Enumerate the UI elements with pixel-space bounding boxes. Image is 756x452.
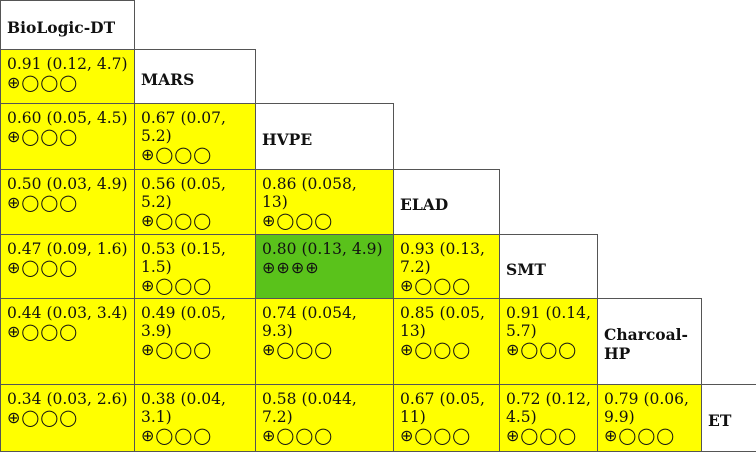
effect-estimate: 0.74 (0.054, 9.3) <box>262 304 357 340</box>
comparison-cell: 0.60 (0.05, 4.5) ⊕◯◯◯ <box>0 103 135 170</box>
effect-estimate: 0.79 (0.06, 9.9) <box>604 390 689 426</box>
effect-estimate: 0.44 (0.03, 3.4) <box>7 304 128 322</box>
comparison-cell: 0.91 (0.12, 4.7) ⊕◯◯◯ <box>0 49 135 104</box>
comparison-cell: 0.74 (0.054, 9.3) ⊕◯◯◯ <box>255 298 394 385</box>
effect-estimate: 0.86 (0.058, 13) <box>262 175 357 211</box>
comparison-cell: 0.53 (0.15, 1.5) ⊕◯◯◯ <box>134 234 256 299</box>
certainty-rating: ⊕◯◯◯ <box>262 211 334 230</box>
comparison-cell: 0.49 (0.05, 3.9) ⊕◯◯◯ <box>134 298 256 385</box>
comparison-cell: 0.56 (0.05, 5.2) ⊕◯◯◯ <box>134 169 256 235</box>
effect-estimate: 0.49 (0.05, 3.9) <box>141 304 226 340</box>
certainty-rating: ⊕◯◯◯ <box>141 426 213 445</box>
certainty-rating: ⊕◯◯◯ <box>262 426 334 445</box>
treatment-label: ELAD <box>400 195 449 214</box>
effect-estimate: 0.67 (0.05, 11) <box>400 390 485 426</box>
certainty-rating: ⊕◯◯◯ <box>7 193 79 212</box>
treatment-cell: Charcoal-HP <box>597 298 702 385</box>
treatment-label: Charcoal-HP <box>604 325 688 363</box>
certainty-rating: ⊕◯◯◯ <box>141 211 213 230</box>
certainty-rating: ⊕◯◯◯ <box>7 73 79 92</box>
comparison-cell: 0.79 (0.06, 9.9) ⊕◯◯◯ <box>597 384 702 452</box>
effect-estimate: 0.53 (0.15, 1.5) <box>141 240 226 276</box>
comparison-cell: 0.86 (0.058, 13) ⊕◯◯◯ <box>255 169 394 235</box>
certainty-rating: ⊕◯◯◯ <box>141 145 213 164</box>
effect-estimate: 0.50 (0.03, 4.9) <box>7 175 128 193</box>
certainty-rating: ⊕◯◯◯ <box>7 322 79 341</box>
comparison-cell: 0.91 (0.14, 5.7) ⊕◯◯◯ <box>499 298 598 385</box>
certainty-rating: ⊕◯◯◯ <box>7 258 79 277</box>
treatment-label: HVPE <box>262 129 313 149</box>
certainty-rating: ⊕◯◯◯ <box>7 127 79 146</box>
treatment-cell: BioLogic-DT <box>0 0 135 50</box>
treatment-cell: SMT <box>499 234 598 299</box>
comparison-cell: 0.85 (0.05, 13) ⊕◯◯◯ <box>393 298 500 385</box>
treatment-cell: HVPE <box>255 103 394 170</box>
comparison-cell: 0.50 (0.03, 4.9) ⊕◯◯◯ <box>0 169 135 235</box>
treatment-label: SMT <box>506 259 546 279</box>
certainty-rating: ⊕◯◯◯ <box>506 340 578 359</box>
effect-estimate: 0.58 (0.044, 7.2) <box>262 390 357 426</box>
effect-estimate: 0.38 (0.04, 3.1) <box>141 390 226 426</box>
certainty-rating: ⊕◯◯◯ <box>604 426 676 445</box>
certainty-rating: ⊕◯◯◯ <box>141 340 213 359</box>
comparison-cell: 0.93 (0.13, 7.2) ⊕◯◯◯ <box>393 234 500 299</box>
comparison-cell: 0.38 (0.04, 3.1) ⊕◯◯◯ <box>134 384 256 452</box>
effect-estimate: 0.85 (0.05, 13) <box>400 304 485 340</box>
comparison-cell: 0.34 (0.03, 2.6) ⊕◯◯◯ <box>0 384 135 452</box>
effect-estimate: 0.67 (0.07, 5.2) <box>141 109 226 145</box>
treatment-cell: MARS <box>134 49 256 104</box>
certainty-rating: ⊕◯◯◯ <box>506 426 578 445</box>
certainty-rating: ⊕◯◯◯ <box>262 340 334 359</box>
certainty-rating: ⊕◯◯◯ <box>7 408 79 427</box>
effect-estimate: 0.56 (0.05, 5.2) <box>141 175 226 211</box>
effect-estimate: 0.91 (0.14, 5.7) <box>506 304 591 340</box>
comparison-cell: 0.44 (0.03, 3.4) ⊕◯◯◯ <box>0 298 135 385</box>
treatment-cell: ELAD <box>393 169 500 235</box>
treatment-cell: ET <box>701 384 756 452</box>
treatment-label: MARS <box>141 69 195 89</box>
effect-estimate: 0.91 (0.12, 4.7) <box>7 55 128 73</box>
certainty-rating: ⊕◯◯◯ <box>400 276 472 295</box>
treatment-label: BioLogic-DT <box>7 18 116 37</box>
effect-estimate: 0.93 (0.13, 7.2) <box>400 240 485 276</box>
certainty-rating: ⊕◯◯◯ <box>400 340 472 359</box>
comparison-cell: 0.67 (0.05, 11) ⊕◯◯◯ <box>393 384 500 452</box>
effect-estimate: 0.34 (0.03, 2.6) <box>7 390 128 408</box>
certainty-rating: ⊕◯◯◯ <box>400 426 472 445</box>
treatment-label: ET <box>708 411 732 430</box>
comparison-cell: 0.47 (0.09, 1.6) ⊕◯◯◯ <box>0 234 135 299</box>
comparison-cell: 0.72 (0.12, 4.5) ⊕◯◯◯ <box>499 384 598 452</box>
certainty-rating: ⊕⊕⊕⊕ <box>262 258 320 277</box>
effect-estimate: 0.47 (0.09, 1.6) <box>7 240 128 258</box>
effect-estimate: 0.60 (0.05, 4.5) <box>7 109 128 127</box>
comparison-cell: 0.67 (0.07, 5.2) ⊕◯◯◯ <box>134 103 256 170</box>
comparison-cell: 0.58 (0.044, 7.2) ⊕◯◯◯ <box>255 384 394 452</box>
effect-estimate: 0.72 (0.12, 4.5) <box>506 390 591 426</box>
comparison-cell: 0.80 (0.13, 4.9) ⊕⊕⊕⊕ <box>255 234 394 299</box>
effect-estimate: 0.80 (0.13, 4.9) <box>262 240 383 258</box>
certainty-rating: ⊕◯◯◯ <box>141 276 213 295</box>
